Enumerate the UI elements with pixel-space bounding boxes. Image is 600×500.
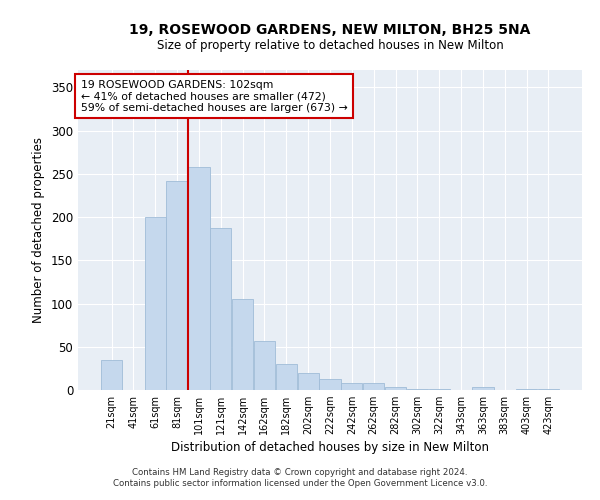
Bar [341,383,362,390]
Bar [188,167,209,390]
Bar [166,180,188,390]
Bar [145,217,166,390]
Bar [276,364,297,390]
Bar [363,383,384,390]
Text: 19 ROSEWOOD GARDENS: 102sqm
← 41% of detached houses are smaller (472)
59% of se: 19 ROSEWOOD GARDENS: 102sqm ← 41% of det… [80,80,347,113]
Bar [516,389,537,390]
Bar [210,228,232,390]
Bar [254,340,275,390]
Bar [472,388,494,390]
Text: Size of property relative to detached houses in New Milton: Size of property relative to detached ho… [157,39,503,52]
Bar [101,360,122,390]
Text: 19, ROSEWOOD GARDENS, NEW MILTON, BH25 5NA: 19, ROSEWOOD GARDENS, NEW MILTON, BH25 5… [130,22,530,36]
Bar [407,389,428,390]
Bar [538,389,559,390]
Text: Contains HM Land Registry data © Crown copyright and database right 2024.
Contai: Contains HM Land Registry data © Crown c… [113,468,487,487]
Bar [385,388,406,390]
X-axis label: Distribution of detached houses by size in New Milton: Distribution of detached houses by size … [171,442,489,454]
Bar [298,372,319,390]
Bar [319,379,341,390]
Bar [428,389,450,390]
Y-axis label: Number of detached properties: Number of detached properties [32,137,46,323]
Bar [232,299,253,390]
